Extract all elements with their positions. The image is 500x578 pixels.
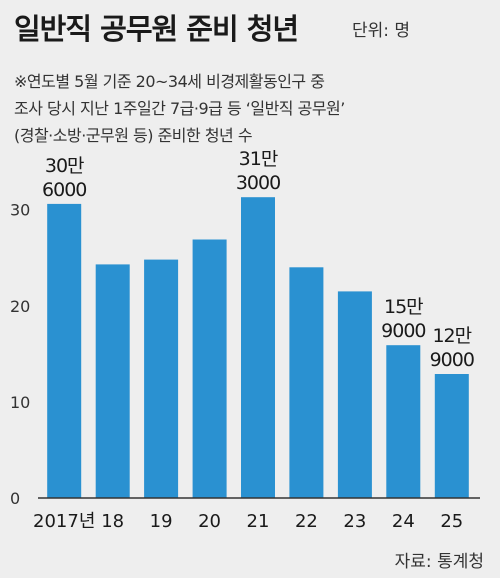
y-tick-label: 0 [10,489,20,508]
unit-label: 단위: 명 [352,21,411,41]
x-tick-label: 19 [150,511,173,532]
x-tick-label: 2017년 [33,511,95,532]
data-label: 12만 [432,325,471,347]
x-tick-label: 21 [247,511,270,532]
data-label: 30만 [45,155,84,177]
bar [95,264,130,498]
bar [434,374,469,498]
x-tick-label: 23 [343,511,366,532]
note-line-3: (경찰·소방·군무원 등) 준비한 청년 수 [14,126,253,145]
y-tick-label: 20 [10,297,30,316]
data-label: 15만 [384,296,423,318]
bar [144,259,179,498]
x-tick-label: 24 [392,511,415,532]
x-tick-label: 18 [101,511,124,532]
x-tick-label: 20 [198,511,221,532]
bar [289,267,324,498]
note-line-2: 조사 당시 지난 1주일간 7급·9급 등 ‘일반직 공무원’ [14,99,345,118]
bar [241,197,275,498]
bar [192,239,227,498]
y-tick-label: 30 [10,201,30,220]
source-label: 자료: 통계청 [394,552,484,572]
x-tick-label: 22 [295,511,318,532]
bar [47,203,82,498]
data-label: 9000 [430,349,474,371]
data-label: 6000 [42,179,86,201]
data-label: 9000 [381,320,425,342]
data-label: 3000 [236,172,280,194]
x-tick-label: 25 [440,511,463,532]
bar [337,291,372,498]
y-tick-label: 10 [10,393,30,412]
bar [386,345,421,498]
data-label: 31만 [239,150,278,170]
chart-title: 일반직 공무원 준비 청년 [14,12,299,46]
note-line-1: ※연도별 5월 기준 20~34세 비경제활동인구 중 [14,72,325,91]
